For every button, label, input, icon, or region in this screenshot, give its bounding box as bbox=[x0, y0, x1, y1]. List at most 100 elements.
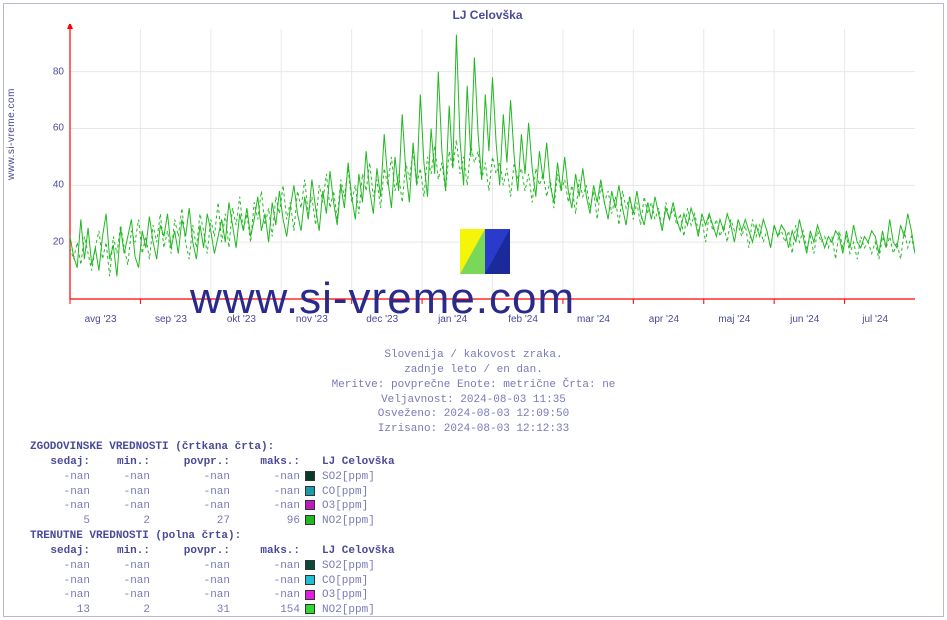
curr-title: TRENUTNE VREDNOSTI (polna črta): bbox=[30, 529, 395, 544]
table-cell: 13 bbox=[30, 603, 90, 618]
curr-header-row: sedaj: min.: povpr.: maks.: LJ Celovška bbox=[30, 544, 395, 559]
y-tick-label: 60 bbox=[40, 123, 64, 134]
chart-metadata: Slovenija / kakovost zraka. zadnje leto … bbox=[0, 348, 947, 437]
meta-line: Osveženo: 2024-08-03 12:09:50 bbox=[0, 407, 947, 422]
legend-swatch-icon bbox=[305, 471, 315, 481]
y-tick-label: 40 bbox=[40, 180, 64, 191]
meta-line: zadnje leto / en dan. bbox=[0, 363, 947, 378]
legend-swatch-icon bbox=[305, 560, 315, 570]
chart-plot: 20406080 www.si-vreme.com bbox=[40, 24, 935, 314]
x-tick-label: feb '24 bbox=[508, 314, 538, 325]
meta-line: Slovenija / kakovost zraka. bbox=[0, 348, 947, 363]
col-header: min.: bbox=[90, 544, 150, 559]
meta-line: Veljavnost: 2024-08-03 11:35 bbox=[0, 393, 947, 408]
table-cell: -nan bbox=[90, 588, 150, 603]
x-tick-label: apr '24 bbox=[649, 314, 679, 325]
hist-station: LJ Celovška bbox=[320, 455, 395, 470]
col-header: maks.: bbox=[230, 544, 300, 559]
x-tick-label: okt '23 bbox=[227, 314, 256, 325]
x-tick-label: maj '24 bbox=[718, 314, 750, 325]
meta-line: Meritve: povprečne Enote: metrične Črta:… bbox=[0, 378, 947, 393]
meta-line: Izrisano: 2024-08-03 12:12:33 bbox=[0, 422, 947, 437]
legend-swatch-icon bbox=[305, 515, 315, 525]
chart-title: LJ Celovška bbox=[40, 8, 935, 22]
x-axis-labels: avg '23sep '23okt '23nov '23dec '23jan '… bbox=[90, 314, 935, 328]
data-tables: ZGODOVINSKE VREDNOSTI (črtkana črta): se… bbox=[30, 440, 395, 618]
table-cell: -nan bbox=[90, 574, 150, 589]
table-cell: -nan bbox=[30, 499, 90, 514]
legend-label: O3[ppm] bbox=[320, 588, 368, 603]
table-cell: -nan bbox=[90, 470, 150, 485]
table-row: -nan-nan-nan-nanSO2[ppm] bbox=[30, 559, 395, 574]
col-header: sedaj: bbox=[30, 544, 90, 559]
legend-swatch-icon bbox=[305, 500, 315, 510]
table-row: 522796 NO2[ppm] bbox=[30, 514, 395, 529]
table-cell: 154 bbox=[230, 603, 300, 618]
x-tick-label: dec '23 bbox=[366, 314, 398, 325]
legend-label: SO2[ppm] bbox=[320, 470, 375, 485]
table-cell: -nan bbox=[90, 485, 150, 500]
table-cell: -nan bbox=[90, 559, 150, 574]
hist-title: ZGODOVINSKE VREDNOSTI (črtkana črta): bbox=[30, 440, 395, 455]
x-tick-label: sep '23 bbox=[155, 314, 187, 325]
x-tick-label: avg '23 bbox=[85, 314, 117, 325]
table-cell: 96 bbox=[230, 514, 300, 529]
table-row: -nan-nan-nan-nanCO[ppm] bbox=[30, 485, 395, 500]
table-cell: 27 bbox=[150, 514, 230, 529]
x-tick-label: jun '24 bbox=[790, 314, 819, 325]
table-cell: 5 bbox=[30, 514, 90, 529]
chart-area: LJ Celovška 20406080 www.si-vreme.com av… bbox=[40, 8, 935, 348]
legend-label: CO[ppm] bbox=[320, 485, 368, 500]
col-header: min.: bbox=[90, 455, 150, 470]
table-cell: -nan bbox=[150, 588, 230, 603]
table-row: -nan-nan-nan-nanSO2[ppm] bbox=[30, 470, 395, 485]
table-row: -nan-nan-nan-nanCO[ppm] bbox=[30, 574, 395, 589]
legend-swatch-icon bbox=[305, 604, 315, 614]
table-cell: -nan bbox=[30, 559, 90, 574]
table-cell: -nan bbox=[230, 499, 300, 514]
legend-swatch-icon bbox=[305, 590, 315, 600]
y-tick-label: 80 bbox=[40, 66, 64, 77]
x-tick-label: mar '24 bbox=[577, 314, 610, 325]
legend-label: CO[ppm] bbox=[320, 574, 368, 589]
col-header: maks.: bbox=[230, 455, 300, 470]
table-cell: -nan bbox=[150, 559, 230, 574]
table-cell: -nan bbox=[150, 499, 230, 514]
table-cell: -nan bbox=[30, 485, 90, 500]
table-cell: -nan bbox=[150, 574, 230, 589]
x-tick-label: jan '24 bbox=[438, 314, 467, 325]
table-cell: -nan bbox=[230, 588, 300, 603]
legend-label: O3[ppm] bbox=[320, 499, 368, 514]
chart-svg bbox=[40, 24, 915, 314]
table-cell: 31 bbox=[150, 603, 230, 618]
legend-label: NO2[ppm] bbox=[320, 603, 375, 618]
table-row: -nan-nan-nan-nanO3[ppm] bbox=[30, 588, 395, 603]
curr-station: LJ Celovška bbox=[320, 544, 395, 559]
legend-label: NO2[ppm] bbox=[320, 514, 375, 529]
col-header: povpr.: bbox=[150, 544, 230, 559]
table-cell: -nan bbox=[30, 574, 90, 589]
col-header: sedaj: bbox=[30, 455, 90, 470]
table-cell: -nan bbox=[230, 574, 300, 589]
table-row: -nan-nan-nan-nanO3[ppm] bbox=[30, 499, 395, 514]
col-header: povpr.: bbox=[150, 455, 230, 470]
x-tick-label: jul '24 bbox=[862, 314, 888, 325]
legend-swatch-icon bbox=[305, 575, 315, 585]
table-cell: 2 bbox=[90, 514, 150, 529]
sidebar-url: www.si-vreme.com bbox=[6, 88, 17, 180]
table-cell: -nan bbox=[30, 588, 90, 603]
table-cell: -nan bbox=[150, 485, 230, 500]
y-tick-label: 20 bbox=[40, 237, 64, 248]
legend-swatch-icon bbox=[305, 486, 315, 496]
table-cell: -nan bbox=[230, 470, 300, 485]
hist-header-row: sedaj: min.: povpr.: maks.: LJ Celovška bbox=[30, 455, 395, 470]
table-cell: -nan bbox=[230, 559, 300, 574]
table-row: 13231154 NO2[ppm] bbox=[30, 603, 395, 618]
table-cell: -nan bbox=[30, 470, 90, 485]
legend-label: SO2[ppm] bbox=[320, 559, 375, 574]
table-cell: -nan bbox=[230, 485, 300, 500]
x-tick-label: nov '23 bbox=[296, 314, 328, 325]
table-cell: -nan bbox=[90, 499, 150, 514]
table-cell: 2 bbox=[90, 603, 150, 618]
table-cell: -nan bbox=[150, 470, 230, 485]
